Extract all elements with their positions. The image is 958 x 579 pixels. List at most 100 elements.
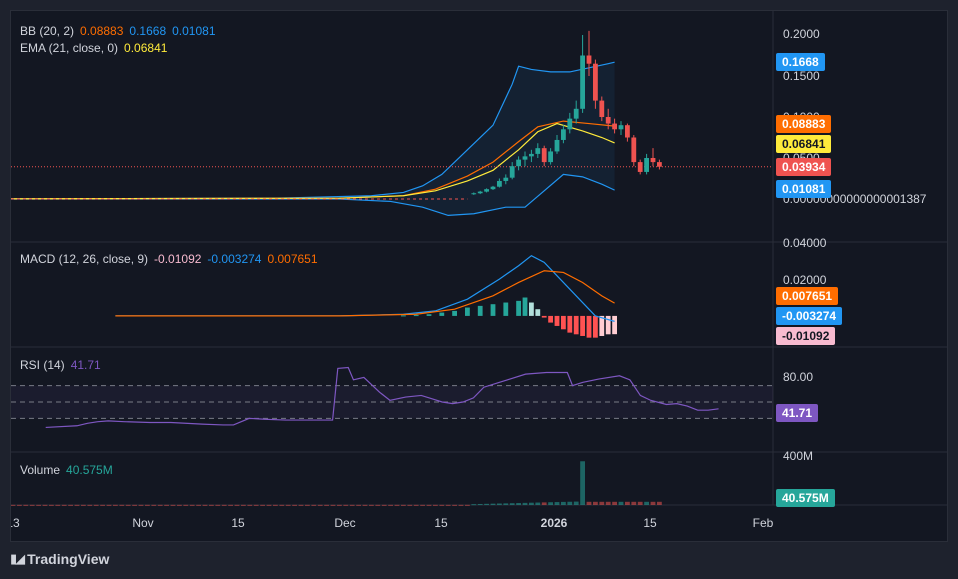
candle-body: [612, 123, 617, 130]
macd-histogram-bar: [535, 309, 541, 316]
volume-bar: [529, 502, 534, 505]
volume-bar: [74, 504, 80, 506]
volume-bar: [516, 503, 521, 505]
candle-body: [599, 100, 605, 117]
volume-bar: [215, 504, 221, 506]
candle-body: [554, 139, 560, 152]
volume-bar: [522, 502, 528, 505]
volume-bar: [145, 504, 150, 506]
volume-legend-name: Volume: [20, 463, 61, 477]
candle-body: [650, 158, 656, 163]
volume-bar: [298, 504, 304, 506]
ema-legend: EMA (21, close, 0) 0.06841: [20, 40, 173, 56]
volume-bar: [452, 504, 457, 506]
volume-bar: [11, 504, 16, 506]
volume-bar: [343, 504, 349, 506]
volume-bar: [157, 504, 163, 506]
candle-body: [586, 55, 592, 64]
macd-histogram-bar: [612, 315, 617, 335]
volume-tick-label: 400M: [783, 449, 814, 463]
candle-body: [605, 117, 611, 124]
volume-bar: [388, 504, 393, 506]
volume-bar: [567, 501, 573, 505]
volume-bar: [228, 504, 233, 506]
volume-bar: [17, 504, 22, 506]
candle-body: [631, 137, 637, 163]
ema-line: [11, 122, 615, 200]
volume-bar: [189, 504, 195, 506]
volume-bar: [106, 504, 112, 506]
rsi-value: 41.71: [70, 358, 101, 372]
volume-bar: [618, 501, 624, 505]
candle-body: [593, 63, 598, 101]
candle-body: [541, 148, 547, 163]
candle-body: [637, 162, 643, 172]
price-badge: 0.03934: [776, 158, 832, 176]
chart-frame[interactable]: BB (20, 2) 0.08883 0.1668 0.01081 EMA (21, …: [10, 10, 948, 542]
volume-bar: [196, 504, 201, 506]
volume-bar: [650, 501, 656, 505]
volume-bar: [612, 501, 617, 505]
x-tick-label: 15: [643, 516, 657, 530]
volume-bar: [420, 504, 425, 506]
volume-bar: [55, 504, 61, 506]
price-tick-label: 0.2000: [783, 27, 820, 41]
macd-histogram-bar: [541, 315, 547, 318]
macd-histogram-bar: [465, 307, 470, 316]
volume-bar: [535, 502, 541, 505]
candle-body: [561, 129, 566, 140]
bb-lower-badge: 0.01081: [776, 180, 832, 198]
candle-body: [618, 125, 624, 130]
bb-basis-value: 0.08883: [80, 24, 124, 38]
volume-bar: [362, 504, 368, 506]
volume-badge: 40.575M: [776, 489, 835, 507]
volume-bar: [407, 504, 413, 506]
volume-bar: [497, 503, 502, 505]
volume-bar: [202, 504, 208, 506]
volume-bar: [599, 501, 605, 505]
tradingview-brand[interactable]: ▮◢ TradingView: [10, 551, 109, 567]
volume-bar: [586, 501, 592, 505]
macd-histogram-bar: [561, 315, 566, 330]
volume-bar: [125, 504, 131, 506]
tradingview-logo-icon: ▮◢: [10, 551, 25, 566]
volume-bar: [490, 503, 496, 505]
volume-bar: [509, 503, 515, 505]
x-tick-label: 2026: [540, 516, 568, 530]
volume-legend: Volume 40.575M: [20, 462, 119, 478]
volume-bar: [36, 504, 41, 506]
volume-bar: [164, 504, 169, 506]
volume-bar: [369, 504, 374, 506]
volume-bar: [580, 461, 585, 505]
candle-body: [509, 166, 515, 178]
candle-body: [580, 55, 585, 109]
volume-bar: [260, 504, 265, 506]
macd-histogram-bar: [522, 297, 528, 316]
candle-body: [529, 153, 534, 157]
chart-canvas[interactable]: [11, 11, 947, 541]
candle-body: [503, 177, 509, 181]
candle-body: [625, 125, 630, 138]
volume-bar: [471, 504, 477, 506]
x-tick-label: 13: [11, 516, 20, 530]
x-tick-label: Nov: [132, 516, 154, 530]
macd-histogram-bar: [554, 315, 560, 326]
candle-body: [477, 191, 483, 194]
volume-bar: [119, 504, 125, 506]
rsi-badge: 41.71: [776, 404, 819, 422]
volume-bar: [87, 504, 93, 506]
volume-bar: [554, 502, 560, 505]
volume-bar: [375, 504, 381, 506]
macd-histogram-bar: [426, 314, 432, 316]
ema-value: 0.06841: [124, 41, 168, 55]
volume-bar: [381, 504, 387, 506]
volume-bar: [573, 501, 579, 505]
volume-bar: [426, 504, 432, 506]
volume-bar: [503, 503, 509, 505]
macd-histogram-bar: [573, 315, 579, 335]
macd-histogram-bar: [503, 302, 509, 316]
bb-legend: BB (20, 2) 0.08883 0.1668 0.01081: [20, 23, 222, 39]
price-tick-label: 0.1500: [783, 69, 820, 83]
bb-fill: [11, 62, 615, 216]
rsi-line: [45, 366, 719, 429]
